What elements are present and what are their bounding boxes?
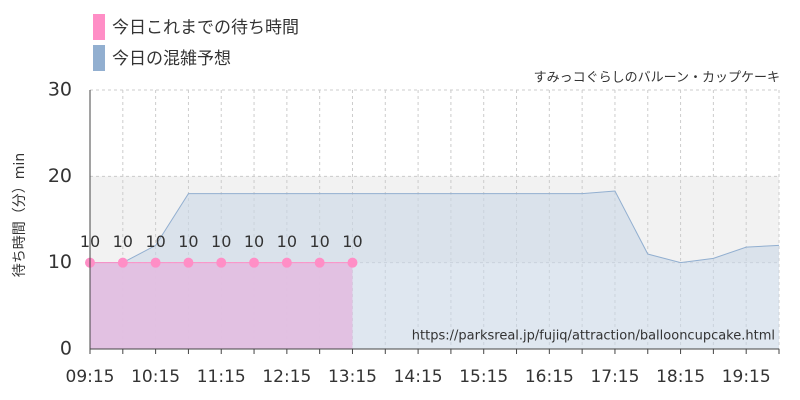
x-tick-label: 12:15 <box>262 367 311 387</box>
x-tick-label: 16:15 <box>525 367 574 387</box>
x-tick-label: 19:15 <box>722 367 771 387</box>
legend-label: 今日これまでの待ち時間 <box>112 18 299 38</box>
point <box>249 257 260 268</box>
x-tick-label: 15:15 <box>459 367 508 387</box>
data-label: 10 <box>277 232 297 251</box>
data-label: 10 <box>145 232 165 251</box>
line <box>90 190 780 264</box>
x-tick-label: 11:15 <box>197 367 246 387</box>
data-label: 10 <box>309 232 329 251</box>
chart-subtitle: すみっコぐらしのバルーン・カップケーキ <box>534 71 780 86</box>
x-tick-label: 18:15 <box>656 367 705 387</box>
point <box>117 257 128 268</box>
point <box>183 257 194 268</box>
point <box>281 257 292 268</box>
x-tick-label: 09:15 <box>66 367 115 387</box>
data-label: 10 <box>113 232 133 251</box>
legend-swatch <box>93 14 105 40</box>
x-tick-label: 10:15 <box>131 367 180 387</box>
y-tick-label: 20 <box>48 165 72 187</box>
data-label: 10 <box>211 232 231 251</box>
legend-label: 今日の混雑予想 <box>112 49 231 69</box>
x-tick-label: 17:15 <box>590 367 639 387</box>
y-tick-label: 0 <box>60 338 72 360</box>
data-label: 10 <box>178 232 198 251</box>
x-tick-label: 13:15 <box>328 367 377 387</box>
point <box>314 257 325 268</box>
data-label: 10 <box>342 232 362 251</box>
y-axis-label: 待ち時間（分）min <box>12 153 28 277</box>
area <box>90 262 353 349</box>
annotation: https://parksreal.jp/fujiq/attraction/ba… <box>412 329 775 344</box>
point <box>216 257 227 268</box>
y-tick-label: 30 <box>48 79 72 101</box>
point <box>150 257 161 268</box>
point <box>347 257 358 268</box>
legend-swatch <box>93 45 105 71</box>
x-tick-label: 14:15 <box>394 367 443 387</box>
data-label: 10 <box>244 232 264 251</box>
y-tick-label: 10 <box>48 251 72 273</box>
